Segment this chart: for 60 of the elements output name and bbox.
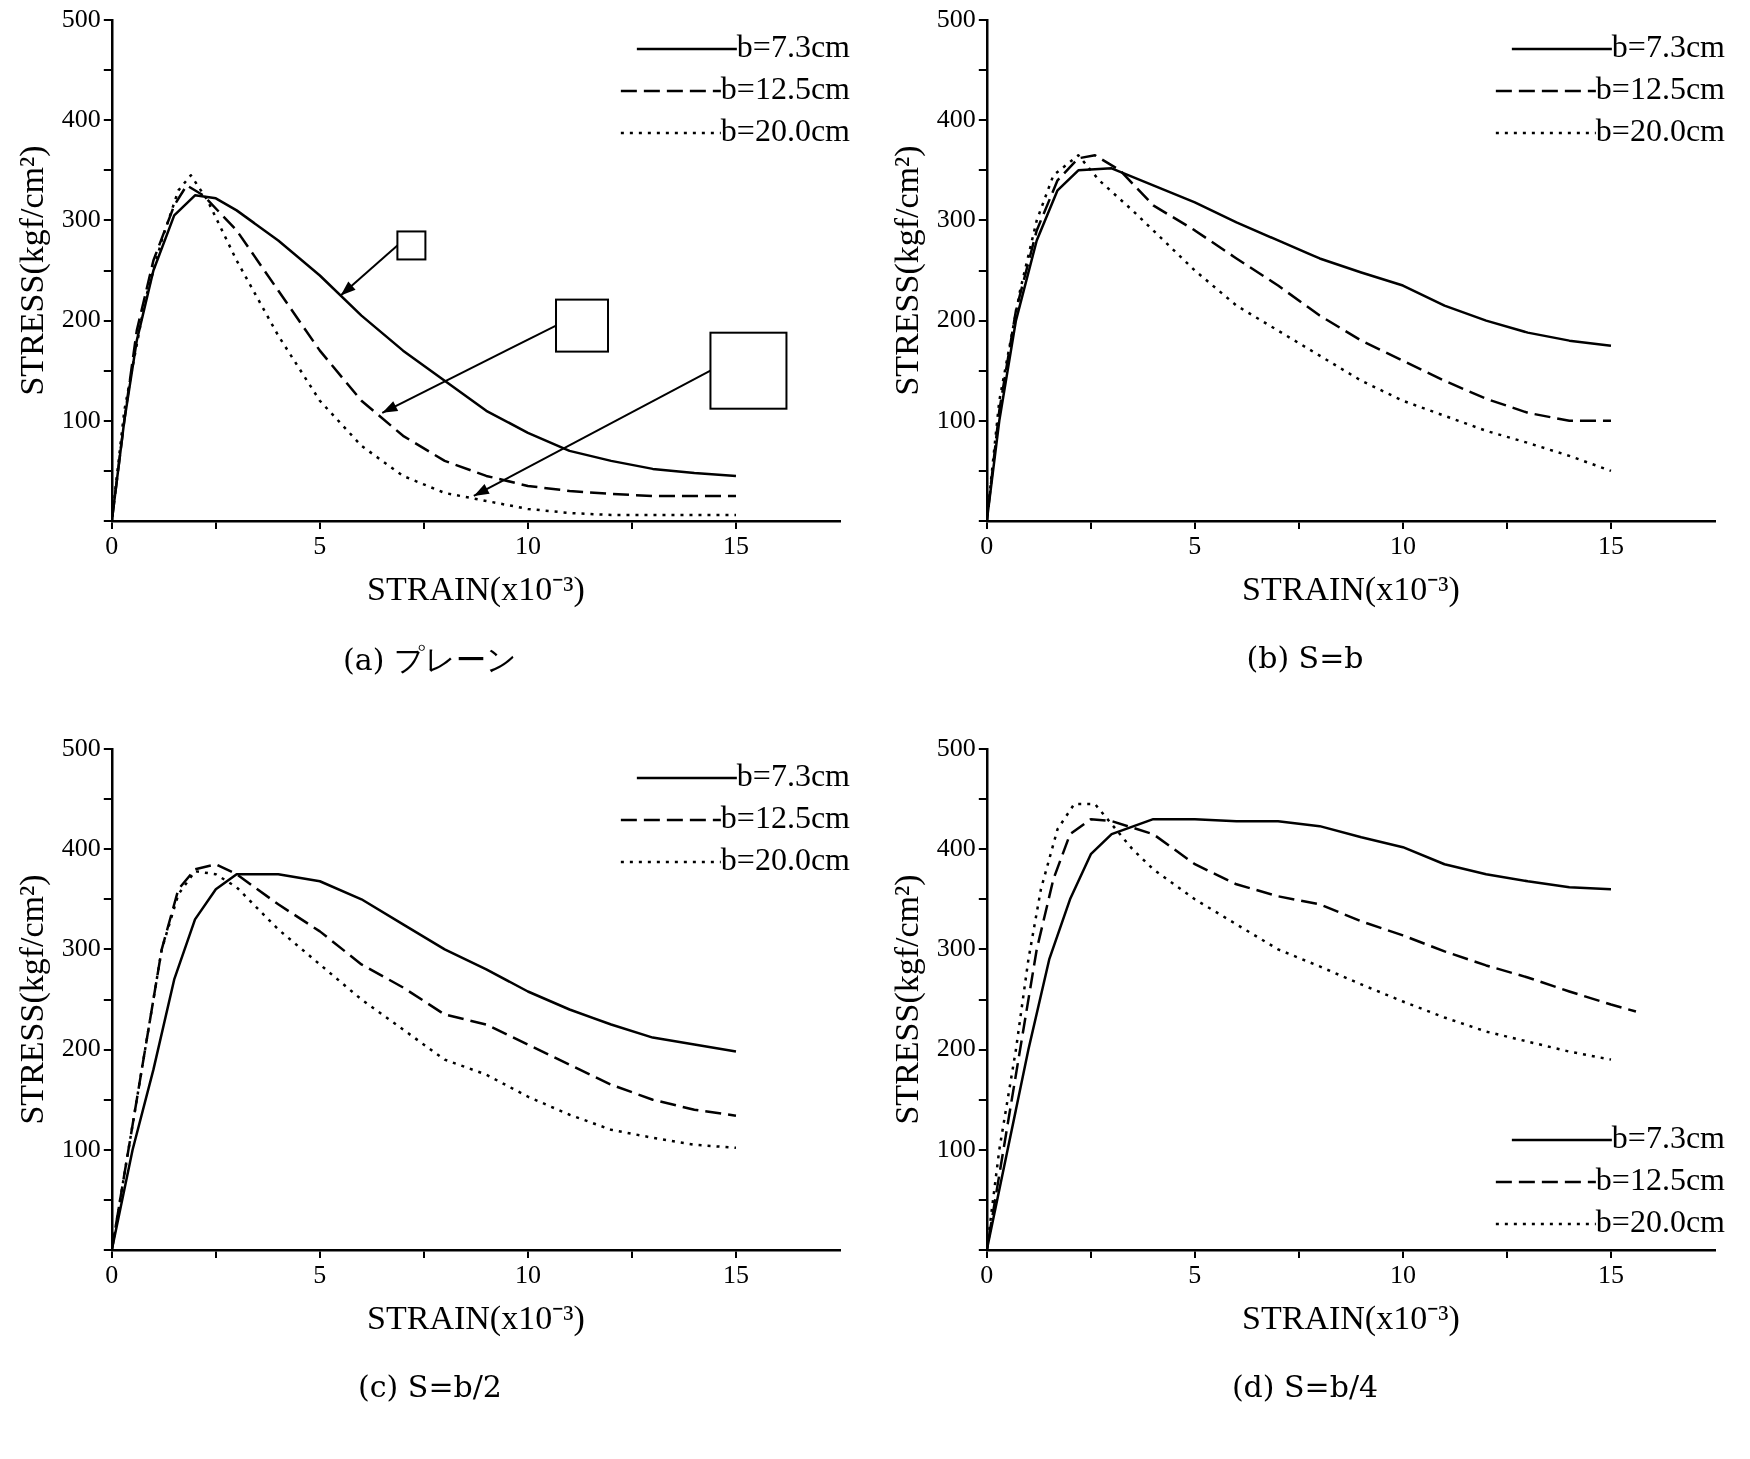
x-tick-label: 15 [1597, 531, 1624, 561]
legend-label: b=7.3cm [1611, 1119, 1726, 1156]
x-tick-label: 5 [1188, 531, 1202, 561]
legend-label: b=20.0cm [720, 112, 851, 149]
text: (c) S=b/2 [357, 1369, 503, 1404]
x-tick-label: 5 [1188, 1260, 1202, 1290]
x-axis-title: STRAIN(x10⁻³) [367, 1298, 585, 1337]
legend-label: b=20.0cm [1595, 112, 1726, 149]
y-tick-label: 500 [936, 732, 976, 762]
y-tick-label: 200 [936, 1033, 976, 1063]
x-tick-label: 15 [722, 531, 749, 561]
legend-label: b=12.5cm [720, 70, 851, 107]
legend-label: b=20.0cm [720, 841, 851, 878]
y-tick-label: 300 [61, 204, 101, 234]
legend-label: b=12.5cm [1595, 70, 1726, 107]
x-tick-label: 0 [105, 1260, 119, 1290]
x-tick-label: 10 [1389, 531, 1416, 561]
legend-label: b=20.0cm [1595, 1203, 1726, 1240]
y-tick-label: 100 [61, 404, 101, 434]
x-tick-label: 10 [514, 1260, 541, 1290]
y-tick-label: 500 [61, 732, 101, 762]
y-axis-title: STRESS(kgf/cm²) [13, 874, 52, 1125]
text: (a) プレーン [342, 641, 518, 679]
y-tick-label: 100 [936, 404, 976, 434]
x-tick-label: 0 [105, 531, 119, 561]
legend-label: b=7.3cm [736, 28, 851, 65]
y-tick-label: 400 [936, 104, 976, 134]
y-tick-label: 200 [61, 304, 101, 334]
x-tick-label: 10 [514, 531, 541, 561]
x-axis-title: STRAIN(x10⁻³) [1242, 1298, 1460, 1337]
y-tick-label: 200 [61, 1033, 101, 1063]
y-tick-label: 100 [936, 1133, 976, 1163]
x-tick-label: 0 [980, 531, 994, 561]
y-tick-label: 400 [61, 833, 101, 863]
x-axis-title: STRAIN(x10⁻³) [1242, 569, 1460, 608]
legend-label: b=7.3cm [1611, 28, 1726, 65]
y-tick-label: 300 [936, 933, 976, 963]
text: (b) S=b [1245, 640, 1365, 675]
text: (d) S=b/4 [1230, 1369, 1380, 1404]
legend-label: b=12.5cm [720, 799, 851, 836]
y-tick-label: 300 [936, 204, 976, 234]
x-axis-title: STRAIN(x10⁻³) [367, 569, 585, 608]
y-tick-label: 100 [61, 1133, 101, 1163]
x-tick-label: 10 [1389, 1260, 1416, 1290]
x-tick-label: 15 [722, 1260, 749, 1290]
y-tick-label: 400 [61, 104, 101, 134]
y-axis-title: STRESS(kgf/cm²) [888, 145, 927, 396]
legend-label: b=12.5cm [1595, 1161, 1726, 1198]
legend-label: b=7.3cm [736, 757, 851, 794]
y-tick-label: 400 [936, 833, 976, 863]
y-tick-label: 500 [61, 3, 101, 33]
y-tick-label: 200 [936, 304, 976, 334]
x-tick-label: 0 [980, 1260, 994, 1290]
x-tick-label: 5 [313, 1260, 327, 1290]
y-axis-title: STRESS(kgf/cm²) [13, 145, 52, 396]
x-tick-label: 5 [313, 531, 327, 561]
y-tick-label: 300 [61, 933, 101, 963]
x-tick-label: 15 [1597, 1260, 1624, 1290]
y-axis-title: STRESS(kgf/cm²) [888, 874, 927, 1125]
y-tick-label: 500 [936, 3, 976, 33]
